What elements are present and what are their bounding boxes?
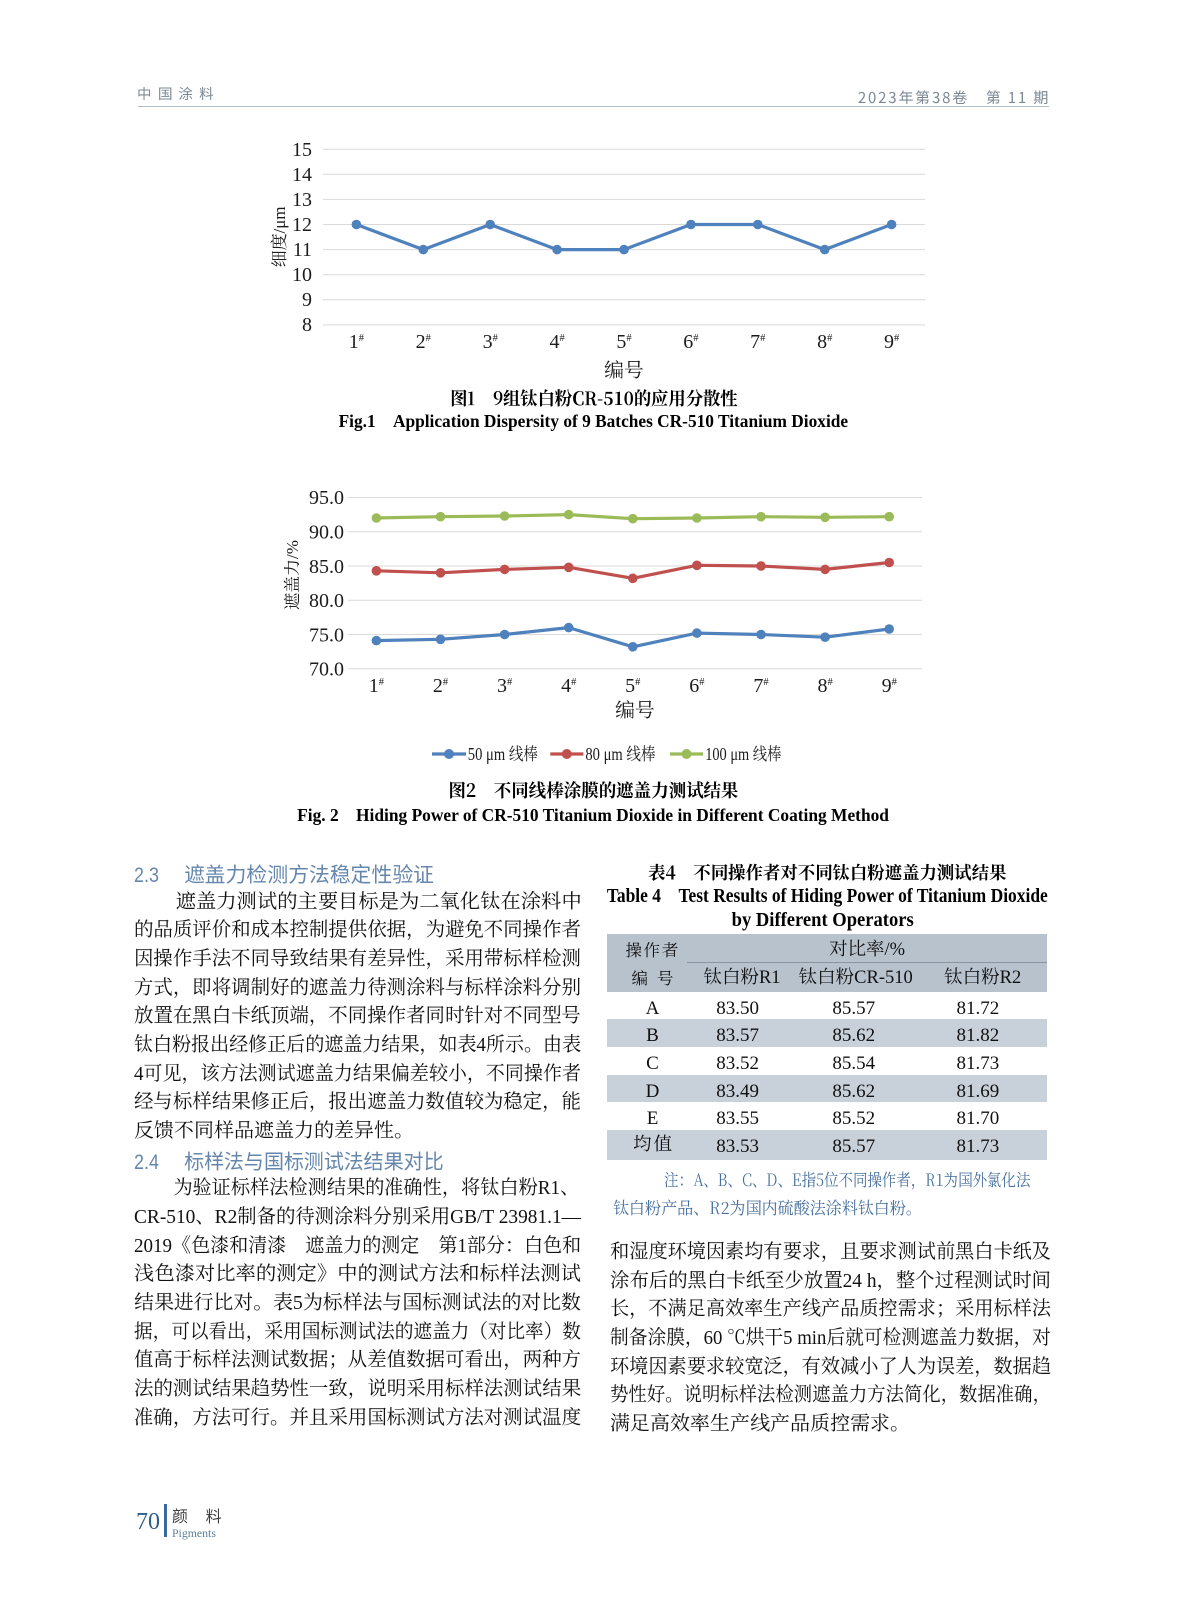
svg-text:10: 10 [292,264,312,286]
svg-text:6#: 6# [689,675,705,697]
svg-text:遮盖力/%: 遮盖力/% [283,540,302,610]
svg-text:8#: 8# [817,331,833,353]
svg-text:2#: 2# [433,675,449,697]
svg-text:2#: 2# [416,331,432,353]
svg-text:15: 15 [292,139,312,161]
svg-text:7#: 7# [753,675,769,697]
svg-text:1#: 1# [349,331,365,353]
svg-text:80.0: 80.0 [309,590,344,612]
svg-text:14: 14 [292,164,312,186]
svg-text:9#: 9# [884,331,900,353]
svg-text:9: 9 [302,289,312,311]
svg-text:50 μm 线棒: 50 μm 线棒 [468,744,538,764]
svg-text:95.0: 95.0 [309,487,344,509]
svg-text:3#: 3# [497,675,513,697]
svg-text:8#: 8# [817,675,833,697]
svg-text:80 μm 线棒: 80 μm 线棒 [585,744,655,764]
svg-text:75.0: 75.0 [309,625,344,647]
svg-text:4#: 4# [549,331,565,353]
svg-text:90.0: 90.0 [309,522,344,544]
svg-text:9#: 9# [882,675,898,697]
svg-text:11: 11 [293,239,312,261]
svg-text:4#: 4# [561,675,577,697]
svg-text:5#: 5# [616,331,632,353]
svg-text:7#: 7# [750,331,766,353]
svg-text:编号: 编号 [604,354,644,383]
svg-text:100 μm 线棒: 100 μm 线棒 [705,744,781,764]
svg-text:编号: 编号 [615,694,655,723]
svg-text:3#: 3# [483,331,499,353]
svg-text:6#: 6# [683,331,699,353]
svg-text:1#: 1# [369,675,385,697]
svg-text:70.0: 70.0 [309,659,344,681]
svg-text:8: 8 [302,314,312,336]
svg-text:85.0: 85.0 [309,556,344,578]
svg-text:12: 12 [292,214,312,236]
svg-text:13: 13 [292,189,312,211]
svg-text:细度/μm: 细度/μm [270,206,289,267]
